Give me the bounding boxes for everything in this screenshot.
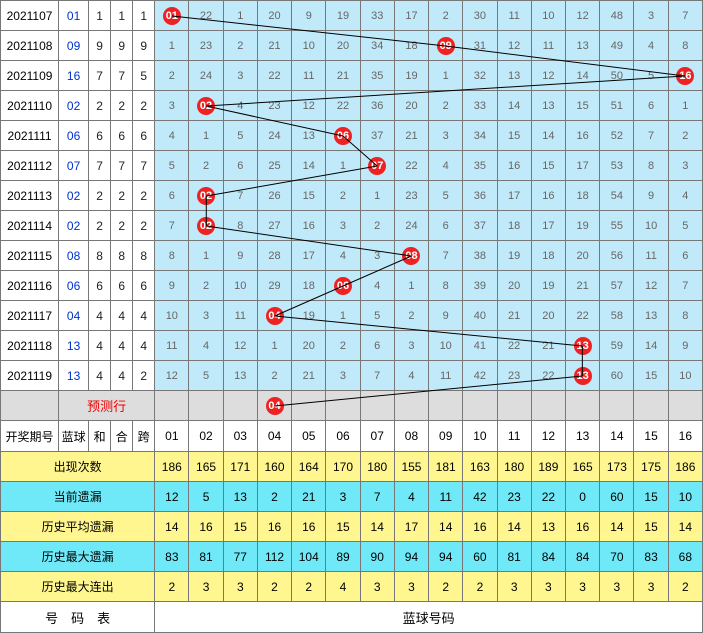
data-row: 2021108099991232211020341809311211134948 xyxy=(1,31,703,61)
lottery-trend-table: 2021107011110122120919331723011101248372… xyxy=(0,0,703,633)
hit-ball: 02 xyxy=(197,217,215,235)
footer-row: 号 码 表蓝球号码 xyxy=(1,602,703,633)
stat-row: 历史平均遗漏14161516161514171416141316141514 xyxy=(1,512,703,542)
data-row: 2021115088888192817430873819182056116 xyxy=(1,241,703,271)
hit-ball: 06 xyxy=(334,277,352,295)
hit-ball: 08 xyxy=(402,247,420,265)
hit-ball: 07 xyxy=(368,157,386,175)
hit-ball: 02 xyxy=(197,187,215,205)
data-row: 202111913442125132213741142232213601510 xyxy=(1,361,703,391)
column-header-row: 开奖期号蓝球和合跨0102030405060708091011121314151… xyxy=(1,421,703,452)
data-row: 20211181344411412120263104122211359149 xyxy=(1,331,703,361)
hit-ball: 02 xyxy=(197,97,215,115)
hit-ball: 13 xyxy=(574,367,592,385)
hit-ball: 16 xyxy=(676,67,694,85)
data-row: 2021113022226027261521235361716185494 xyxy=(1,181,703,211)
hit-ball: 04 xyxy=(266,307,284,325)
data-row: 2021109167752243221121351913213121450516 xyxy=(1,61,703,91)
hit-ball: 06 xyxy=(334,127,352,145)
hit-ball: 01 xyxy=(163,7,181,25)
data-row: 20211140222270282716322463718171955105 xyxy=(1,211,703,241)
stat-row: 历史最大连出2332243322333332 xyxy=(1,572,703,602)
data-row: 20211110666641524130637213341514165272 xyxy=(1,121,703,151)
data-row: 202110701111012212091933172301110124837 xyxy=(1,1,703,31)
data-row: 20211160666692102918064183920192157127 xyxy=(1,271,703,301)
data-row: 2021112077775262514107224351615175383 xyxy=(1,151,703,181)
data-row: 202111002222302423122236202331413155161 xyxy=(1,91,703,121)
stat-row: 当前遗漏12513221374114223220601510 xyxy=(1,482,703,512)
stat-row: 历史最大遗漏8381771121048990949460818484708368 xyxy=(1,542,703,572)
hit-ball: 09 xyxy=(437,37,455,55)
data-row: 20211170444410311041915294021202258138 xyxy=(1,301,703,331)
prediction-ball: 04 xyxy=(266,397,284,415)
hit-ball: 13 xyxy=(574,337,592,355)
prediction-row: 预测行04 xyxy=(1,391,703,421)
stat-row: 出现次数186165171160164170180155181163180189… xyxy=(1,452,703,482)
